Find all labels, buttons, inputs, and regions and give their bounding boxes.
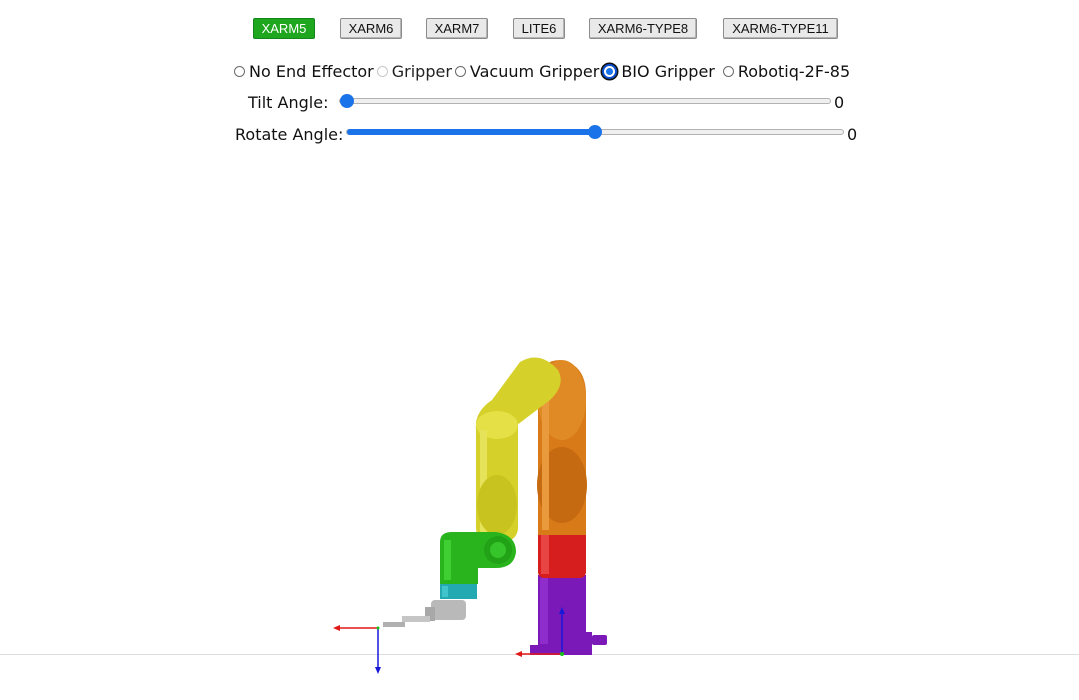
end-effector-option-gripper[interactable]: Gripper <box>376 61 452 81</box>
radio-button[interactable] <box>234 65 245 77</box>
base-axes-helper <box>515 607 565 657</box>
tilt-angle-slider[interactable] <box>339 94 831 108</box>
radio-button[interactable] <box>722 65 734 77</box>
rotate-angle-control: Rotate Angle: <box>235 124 343 144</box>
model-button-xarm6[interactable]: XARM6 <box>340 18 402 39</box>
robot-model-selector: XARM5 XARM6 XARM7 LITE6 XARM6-TYPE8 XARM… <box>0 16 1079 42</box>
end-effector-label: Vacuum Gripper <box>469 61 600 81</box>
model-button-xarm7[interactable]: XARM7 <box>426 18 488 39</box>
model-button-xarm5[interactable]: XARM5 <box>253 18 315 39</box>
robot-link-5 <box>440 584 477 599</box>
tilt-angle-control: Tilt Angle: <box>248 92 328 112</box>
rotate-angle-label: Rotate Angle: <box>235 124 344 144</box>
rotate-angle-slider-thumb[interactable] <box>588 125 602 139</box>
model-button-xarm6-type8[interactable]: XARM6-TYPE8 <box>589 18 697 39</box>
end-effector-gripper <box>383 600 466 627</box>
tilt-angle-value: 0 <box>834 93 845 112</box>
end-effector-option-robotiq-2f-85[interactable]: Robotiq-2F-85 <box>722 61 851 81</box>
radio-button[interactable] <box>454 65 466 77</box>
end-effector-option-none[interactable]: No End Effector <box>234 62 374 81</box>
tilt-angle-label: Tilt Angle: <box>248 92 329 112</box>
model-button-xarm6-type11[interactable]: XARM6-TYPE11 <box>723 18 838 39</box>
robot-link-2 <box>537 360 587 535</box>
robot-link-3 <box>475 357 561 542</box>
model-button-lite6[interactable]: LITE6 <box>513 18 565 39</box>
robot-base <box>530 575 607 655</box>
end-effector-label: Robotiq-2F-85 <box>737 61 851 81</box>
end-effector-option-vacuum-gripper[interactable]: Vacuum Gripper <box>454 61 600 81</box>
radio-button-selected[interactable] <box>602 63 618 79</box>
robot-arm-model <box>383 357 607 655</box>
end-effector-option-bio-gripper[interactable]: BIO Gripper <box>602 62 715 81</box>
rotate-angle-slider-fill <box>347 129 595 135</box>
end-effector-selector: No End Effector Gripper Vacuum Gripper B… <box>234 60 853 82</box>
robot-link-4 <box>440 532 516 584</box>
end-effector-label: Gripper <box>391 61 452 81</box>
radio-button[interactable] <box>376 65 388 77</box>
end-effector-label: No End Effector <box>249 61 374 81</box>
tilt-angle-slider-thumb[interactable] <box>340 94 354 108</box>
rotate-angle-slider[interactable] <box>346 125 844 139</box>
robot-link-1 <box>538 522 586 578</box>
tool-axes-helper <box>333 625 381 674</box>
rotate-angle-value: 0 <box>847 125 858 144</box>
end-effector-label: BIO Gripper <box>621 61 715 81</box>
